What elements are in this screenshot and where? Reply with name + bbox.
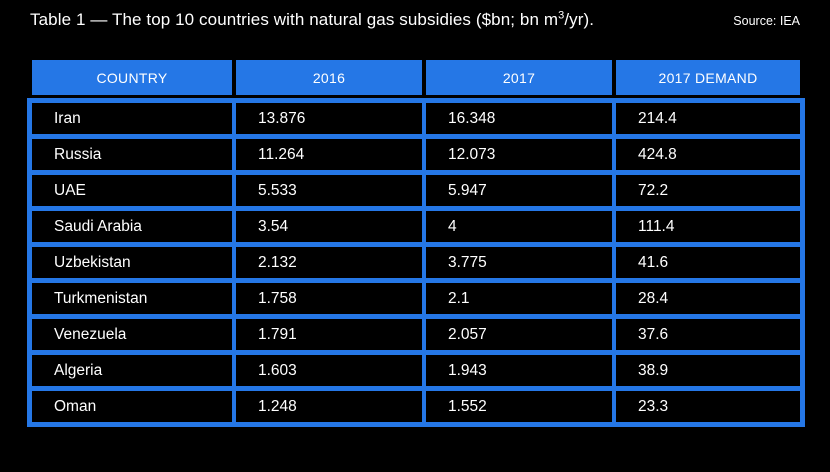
title-bar: Table 1 — The top 10 countries with natu… <box>30 10 800 30</box>
cell-2016: 1.603 <box>236 355 422 386</box>
table-body: Iran 13.876 16.348 214.4 Russia 11.264 1… <box>27 98 805 427</box>
cell-2017: 2.057 <box>426 319 612 350</box>
cell-2016: 1.248 <box>236 391 422 422</box>
cell-demand: 38.9 <box>616 355 800 386</box>
cell-country: Venezuela <box>32 319 232 350</box>
cell-2016: 1.791 <box>236 319 422 350</box>
cell-demand: 214.4 <box>616 103 800 134</box>
cell-country: Saudi Arabia <box>32 211 232 242</box>
cell-2017: 2.1 <box>426 283 612 314</box>
cell-2016: 13.876 <box>236 103 422 134</box>
cell-2017: 12.073 <box>426 139 612 170</box>
cell-demand: 111.4 <box>616 211 800 242</box>
table-header-row: COUNTRY 2016 2017 2017 DEMAND <box>32 60 800 95</box>
figure-title-text: Table 1 — The top 10 countries with natu… <box>30 10 559 29</box>
cell-demand: 424.8 <box>616 139 800 170</box>
column-header-2017: 2017 <box>426 60 612 95</box>
cell-demand: 37.6 <box>616 319 800 350</box>
cell-2016: 1.758 <box>236 283 422 314</box>
cell-demand: 41.6 <box>616 247 800 278</box>
cell-country: Uzbekistan <box>32 247 232 278</box>
cell-2016: 3.54 <box>236 211 422 242</box>
column-header-2017-demand: 2017 DEMAND <box>616 60 800 95</box>
cell-country: Turkmenistan <box>32 283 232 314</box>
cell-2017: 3.775 <box>426 247 612 278</box>
cell-2016: 5.533 <box>236 175 422 206</box>
cell-country: Russia <box>32 139 232 170</box>
cell-demand: 23.3 <box>616 391 800 422</box>
cell-2017: 1.943 <box>426 355 612 386</box>
cell-country: UAE <box>32 175 232 206</box>
cell-2017: 1.552 <box>426 391 612 422</box>
figure-title-suffix: /yr). <box>564 10 595 29</box>
cell-2017: 4 <box>426 211 612 242</box>
source-label: Source: IEA <box>733 14 800 28</box>
cell-country: Iran <box>32 103 232 134</box>
figure-title: Table 1 — The top 10 countries with natu… <box>30 10 594 30</box>
cell-demand: 28.4 <box>616 283 800 314</box>
cell-2017: 16.348 <box>426 103 612 134</box>
cell-2017: 5.947 <box>426 175 612 206</box>
cell-2016: 11.264 <box>236 139 422 170</box>
column-header-country: COUNTRY <box>32 60 232 95</box>
cell-demand: 72.2 <box>616 175 800 206</box>
cell-country: Oman <box>32 391 232 422</box>
cell-country: Algeria <box>32 355 232 386</box>
figure-title-superscript: 3 <box>558 9 565 22</box>
column-header-2016: 2016 <box>236 60 422 95</box>
cell-2016: 2.132 <box>236 247 422 278</box>
